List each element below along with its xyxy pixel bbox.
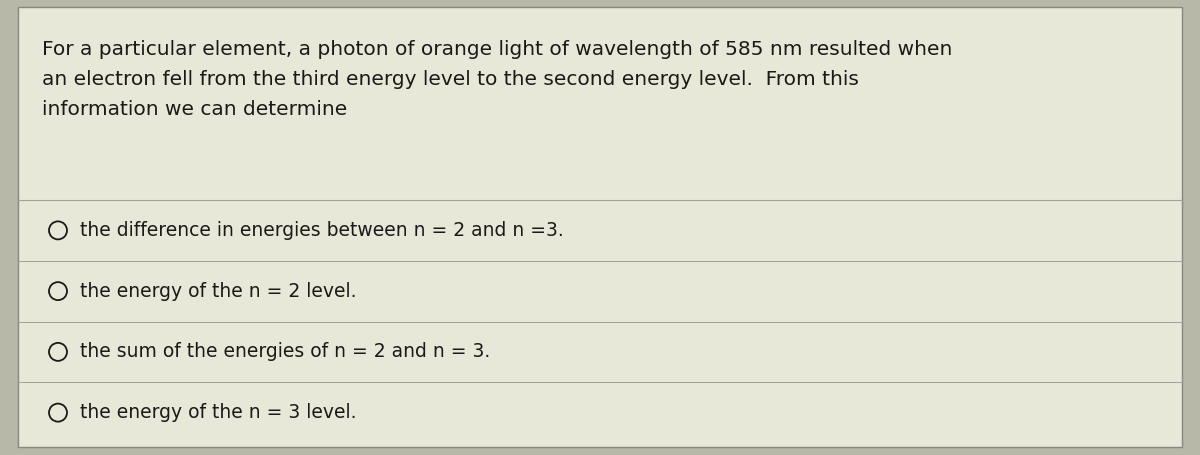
Text: the sum of the energies of n = 2 and n = 3.: the sum of the energies of n = 2 and n =… <box>80 342 491 360</box>
Text: For a particular element, a photon of orange light of wavelength of 585 nm resul: For a particular element, a photon of or… <box>42 40 953 59</box>
Text: the difference in energies between n = 2 and n =3.: the difference in energies between n = 2… <box>80 220 564 239</box>
Text: the energy of the n = 2 level.: the energy of the n = 2 level. <box>80 281 356 300</box>
Text: information we can determine: information we can determine <box>42 100 347 119</box>
Text: an electron fell from the third energy level to the second energy level.  From t: an electron fell from the third energy l… <box>42 70 859 89</box>
Text: the energy of the n = 3 level.: the energy of the n = 3 level. <box>80 402 356 421</box>
